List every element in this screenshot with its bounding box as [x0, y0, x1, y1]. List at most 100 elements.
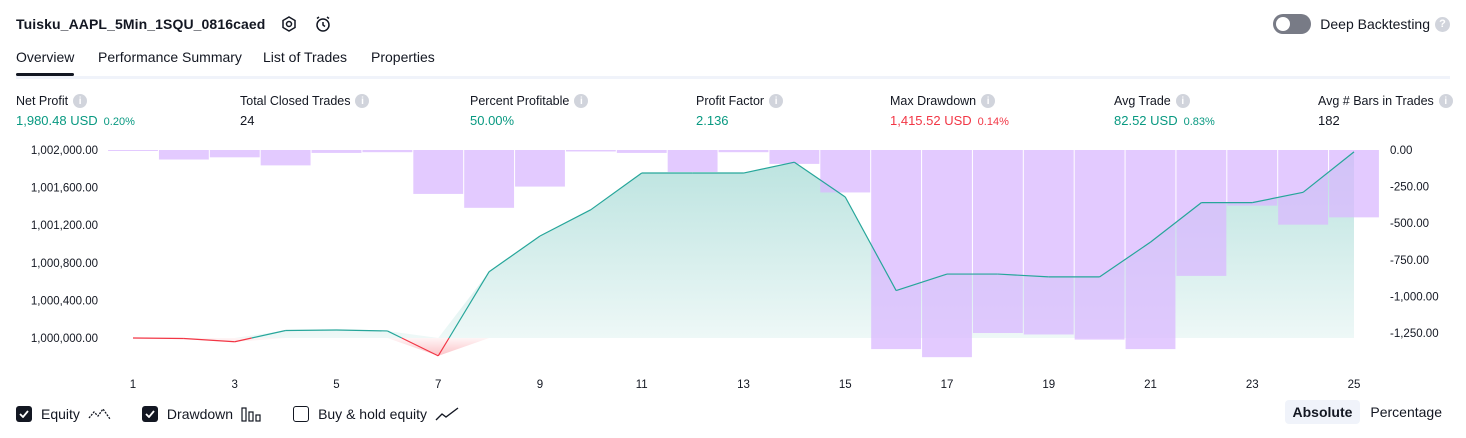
- settings-gear-icon[interactable]: [279, 14, 299, 34]
- info-icon[interactable]: i: [981, 94, 996, 108]
- legend-label: Drawdown: [166, 406, 234, 422]
- metric-value: 182: [1318, 113, 1340, 128]
- drawdown-bar: [1278, 150, 1329, 225]
- right-axis-tick-label: -250.00: [1390, 182, 1429, 194]
- metric-value: 1,980.48 USD: [16, 113, 98, 128]
- percentage-button[interactable]: Percentage: [1370, 404, 1442, 420]
- equity-line-segment: [1099, 241, 1151, 278]
- drawdown-bar: [1074, 150, 1125, 340]
- equity-line-segment: [251, 329, 286, 339]
- equity-line-segment: [794, 161, 846, 198]
- legend-drawdown[interactable]: Drawdown: [141, 406, 263, 422]
- right-axis-tick-label: -1,250.00: [1390, 328, 1439, 340]
- x-axis-tick-label: 7: [435, 379, 441, 391]
- tab-properties[interactable]: Properties: [371, 49, 435, 65]
- x-axis-tick-label: 23: [1246, 379, 1259, 391]
- info-icon[interactable]: i: [574, 94, 589, 108]
- left-axis-tick-label: 1,000,800.00: [31, 258, 98, 270]
- equity-line-segment: [488, 235, 541, 273]
- left-axis-tick-label: 1,000,400.00: [31, 295, 98, 307]
- tab-overview[interactable]: Overview: [16, 49, 75, 76]
- left-axis-tick-label: 1,001,600.00: [31, 183, 98, 195]
- metric-value: 82.52 USD: [1114, 113, 1178, 128]
- drawdown-checkbox[interactable]: [141, 406, 158, 422]
- drawdown-bar: [413, 150, 464, 194]
- right-axis-tick-label: -1,000.00: [1390, 291, 1439, 303]
- drawdown-bar: [922, 150, 972, 358]
- x-axis-tick-label: 3: [232, 379, 238, 391]
- left-axis-tick-label: 1,000,000.00: [31, 333, 98, 345]
- equity-line-segment: [539, 209, 592, 237]
- x-axis-tick-label: 25: [1348, 379, 1361, 391]
- metric-avg-bars-in-trades: Avg # Bars in Trades i 182: [1318, 94, 1453, 128]
- x-axis-tick-label: 5: [333, 379, 339, 391]
- drawdown-bar: [1329, 150, 1379, 218]
- drawdown-bar: [311, 150, 362, 153]
- info-icon[interactable]: i: [769, 94, 784, 108]
- drawdown-bar: [1227, 150, 1278, 206]
- metric-value: 2.136: [696, 113, 729, 128]
- metric-profit-factor: Profit Factor i 2.136: [696, 94, 784, 128]
- info-icon[interactable]: i: [1438, 94, 1453, 108]
- help-icon[interactable]: ?: [1435, 16, 1450, 32]
- legend-label: Buy & hold equity: [318, 406, 428, 422]
- equity-line-segment: [401, 337, 439, 357]
- right-axis-tick-label: -750.00: [1390, 255, 1429, 267]
- metric-value: 1,415.52 USD: [890, 113, 972, 128]
- x-axis-tick-label: 17: [941, 379, 954, 391]
- metric-label: Percent Profitable: [470, 94, 570, 108]
- tab-list-of-trades[interactable]: List of Trades: [263, 49, 348, 65]
- equity-line-segment: [1150, 202, 1202, 243]
- equity-line-segment: [895, 273, 948, 292]
- equity-line-segment: [437, 337, 450, 357]
- metric-label: Total Closed Trades: [240, 94, 351, 108]
- metric-max-drawdown: Max Drawdown i 1,415.52 USD 0.14%: [890, 94, 1009, 128]
- right-axis-tick-label: -500.00: [1390, 218, 1429, 230]
- alarm-clock-icon[interactable]: [313, 14, 333, 34]
- info-icon[interactable]: i: [73, 94, 88, 108]
- x-axis-tick-label: 1: [130, 379, 136, 391]
- trend-line-icon: [435, 407, 459, 421]
- deep-backtesting-label: Deep Backtesting: [1320, 16, 1430, 32]
- equity-line-segment: [183, 337, 235, 343]
- metric-label: Avg Trade: [1114, 94, 1171, 108]
- tab-bar: Overview Performance Summary List of Tra…: [16, 45, 1450, 79]
- x-axis-tick-label: 15: [839, 379, 852, 391]
- drawdown-bar: [209, 150, 260, 158]
- absolute-button[interactable]: Absolute: [1284, 400, 1361, 424]
- info-icon[interactable]: i: [1175, 94, 1190, 108]
- x-axis-tick-label: 21: [1144, 379, 1157, 391]
- drawdown-bar: [871, 150, 922, 350]
- right-axis-tick-label: 0.00: [1390, 145, 1412, 157]
- equity-line-segment: [234, 337, 252, 343]
- legend-equity[interactable]: Equity: [16, 406, 112, 422]
- left-axis-tick-label: 1,002,000.00: [31, 145, 98, 157]
- drawdown-bar: [972, 150, 1023, 333]
- buy-hold-checkbox[interactable]: [293, 406, 310, 422]
- metric-value: 24: [240, 113, 255, 128]
- metric-label: Max Drawdown: [890, 94, 977, 108]
- drawdown-bar: [362, 150, 413, 153]
- equity-drawdown-chart[interactable]: 1,000,000.00 1,000,400.00 1,000,800.00 1,00…: [0, 138, 1466, 394]
- equity-line-segment: [387, 330, 403, 339]
- equity-line-segment: [743, 161, 795, 174]
- equity-line-segment: [1302, 151, 1355, 193]
- metric-label: Net Profit: [16, 94, 69, 108]
- deep-backtesting-toggle[interactable]: [1273, 14, 1312, 34]
- metric-label: Profit Factor: [696, 94, 765, 108]
- equity-checkbox[interactable]: [16, 406, 32, 422]
- chart-legend: Equity Drawdown Buy & hold equity: [16, 402, 489, 426]
- x-axis-tick-label: 11: [636, 379, 648, 391]
- info-icon[interactable]: i: [355, 94, 370, 108]
- legend-buy-hold[interactable]: Buy & hold equity: [293, 406, 459, 422]
- deep-backtesting: Deep Backtesting ?: [1273, 12, 1450, 36]
- x-axis-tick-label: 19: [1042, 379, 1055, 391]
- equity-line-segment: [1252, 191, 1304, 204]
- tab-performance-summary[interactable]: Performance Summary: [98, 49, 242, 65]
- drawdown-bar: [769, 150, 820, 164]
- equity-line-segment: [336, 329, 388, 332]
- drawdown-bar: [1125, 150, 1176, 350]
- drawdown-bar: [667, 150, 718, 172]
- equity-line-icon: [88, 407, 112, 421]
- drawdown-bar: [515, 150, 565, 187]
